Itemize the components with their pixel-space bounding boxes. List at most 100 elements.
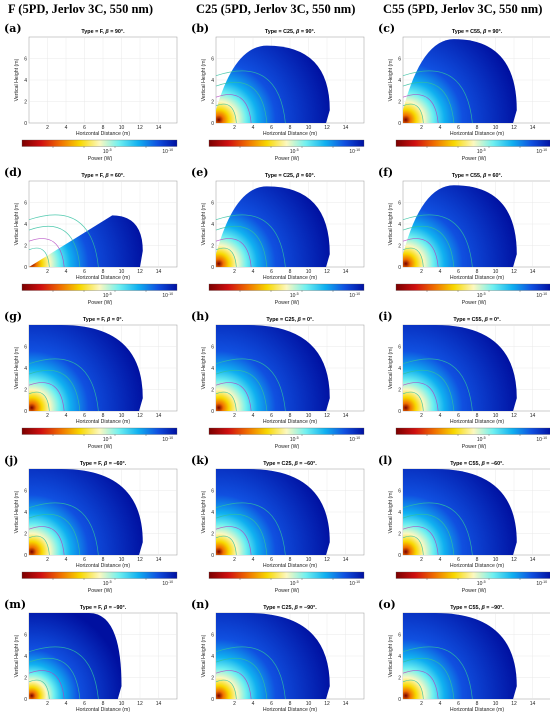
x-tick-label: 12 (137, 557, 143, 563)
y-axis-label: Vertical Height (m) (14, 346, 20, 389)
y-tick-label: 6 (211, 200, 214, 206)
panel-k: (k) Type = C25, β = −60°.2 4 6 8 10 12 140246Ho… (191, 454, 365, 594)
x-tick-label: 6 (457, 269, 460, 275)
y-tick-label: 4 (24, 222, 27, 228)
contour-line (402, 646, 473, 700)
x-tick-label: 14 (530, 125, 536, 131)
x-tick-label: 12 (324, 557, 330, 563)
x-tick-label: 14 (156, 557, 162, 563)
y-tick-label: 4 (398, 654, 401, 660)
panel-c: (c) Type = C55, β = 90°.2 4 6 8 10 12 140246Hor… (378, 22, 550, 162)
colorbar-tick-label: 10-5 (290, 436, 299, 443)
y-axis-label: Vertical Height (m) (14, 58, 20, 101)
heatmap-region (216, 45, 330, 123)
x-tick-label: 2 (420, 413, 423, 419)
colorbar-label: Power (W) (275, 156, 300, 162)
panel-title: Type = F, β = 60°. (81, 173, 125, 179)
colorbar-label: Power (W) (462, 588, 487, 594)
panel-title: Type = C25, β = 0°. (266, 317, 314, 323)
contour-line (215, 646, 286, 700)
x-tick-label: 2 (46, 701, 49, 707)
x-tick-label: 10 (306, 557, 312, 563)
colorbar-tick-label: 10-5 (290, 580, 299, 587)
y-axis-label: Vertical Height (m) (14, 634, 20, 677)
x-axis-label: Horizontal Distance (m) (263, 275, 317, 281)
panel-label: (h) (191, 310, 209, 323)
x-tick-label: 6 (83, 125, 86, 131)
contour-line (28, 646, 99, 700)
x-tick-label: 8 (289, 269, 292, 275)
x-axis-label: Horizontal Distance (m) (76, 707, 130, 713)
y-tick-label: 4 (24, 366, 27, 372)
colorbar-tick-label: 10-10 (162, 580, 173, 587)
colorbar-tick-label: 10-5 (103, 292, 112, 299)
panel-title: Type = C25, β = −60°. (263, 461, 317, 467)
x-tick-label: 10 (306, 269, 312, 275)
colorbar-tick-label: 10-5 (477, 580, 486, 587)
panel-title: Type = C55, β = 0°. (453, 317, 501, 323)
x-axis-label: Horizontal Distance (m) (76, 131, 130, 137)
y-tick-label: 2 (211, 675, 214, 681)
x-tick-label: 12 (511, 557, 517, 563)
y-tick-label: 0 (398, 121, 401, 127)
x-tick-label: 10 (306, 413, 312, 419)
column-header-c25: C25 (5PD, Jerlov 3C, 550 nm) (196, 2, 356, 16)
contour-line (215, 369, 268, 412)
y-tick-label: 6 (24, 488, 27, 494)
x-tick-label: 8 (289, 701, 292, 707)
contour-line (215, 657, 268, 700)
panel-h: (h) Type = C25, β = 0°.2 4 6 8 10 12 140246Hori… (191, 310, 365, 450)
x-tick-label: 14 (530, 557, 536, 563)
y-tick-label: 2 (24, 99, 27, 105)
panel-title: Type = F, β = 0°. (83, 317, 124, 323)
panel-f: (f) Type = C55, β = 60°.2 4 6 8 10 12 140246Hor… (378, 166, 550, 306)
contour-line (402, 657, 455, 700)
y-axis-label: Vertical Height (m) (201, 202, 207, 245)
x-tick-label: 4 (252, 701, 255, 707)
x-axis-label: Horizontal Distance (m) (450, 131, 504, 137)
panel-title: Type = F, β = −60°. (80, 461, 127, 467)
colorbar (21, 283, 178, 291)
x-tick-label: 4 (65, 557, 68, 563)
contour-line (215, 247, 237, 268)
y-tick-label: 0 (24, 409, 27, 415)
y-axis-label: Vertical Height (m) (14, 490, 20, 533)
panel-label: (f) (378, 166, 393, 179)
contour-line (215, 70, 286, 124)
panel-label: (i) (378, 310, 393, 323)
colorbar (21, 139, 178, 147)
panel-label: (n) (191, 598, 209, 611)
x-tick-label: 8 (476, 413, 479, 419)
y-tick-label: 2 (398, 675, 401, 681)
panel-e: (e) Type = C25, β = 60°.2 4 6 8 10 12 140246Hor… (191, 166, 365, 306)
colorbar-label: Power (W) (88, 300, 113, 306)
y-axis-label: Vertical Height (m) (201, 58, 207, 101)
x-tick-label: 2 (233, 125, 236, 131)
x-tick-label: 12 (511, 269, 517, 275)
x-tick-label: 6 (270, 269, 273, 275)
panel-label: (o) (378, 598, 396, 611)
y-tick-label: 4 (398, 222, 401, 228)
y-tick-label: 6 (211, 344, 214, 350)
x-tick-label: 12 (511, 125, 517, 131)
panel-label: (c) (378, 22, 395, 35)
y-tick-label: 4 (211, 78, 214, 84)
y-axis-label: Vertical Height (m) (201, 634, 207, 677)
panel-title: Type = F, β = 90°. (81, 29, 125, 35)
x-axis-label: Horizontal Distance (m) (450, 563, 504, 569)
y-tick-label: 0 (398, 409, 401, 415)
y-tick-label: 4 (398, 78, 401, 84)
x-tick-label: 6 (457, 557, 460, 563)
x-tick-label: 6 (457, 125, 460, 131)
x-tick-label: 6 (457, 413, 460, 419)
x-tick-label: 10 (493, 125, 499, 131)
y-tick-label: 6 (398, 200, 401, 206)
contour-line (28, 535, 50, 556)
y-tick-label: 4 (211, 366, 214, 372)
panel-title: Type = C55, β = 90°. (452, 29, 503, 35)
x-tick-label: 6 (270, 701, 273, 707)
y-tick-label: 0 (24, 265, 27, 271)
x-tick-label: 4 (439, 557, 442, 563)
x-tick-label: 8 (289, 125, 292, 131)
